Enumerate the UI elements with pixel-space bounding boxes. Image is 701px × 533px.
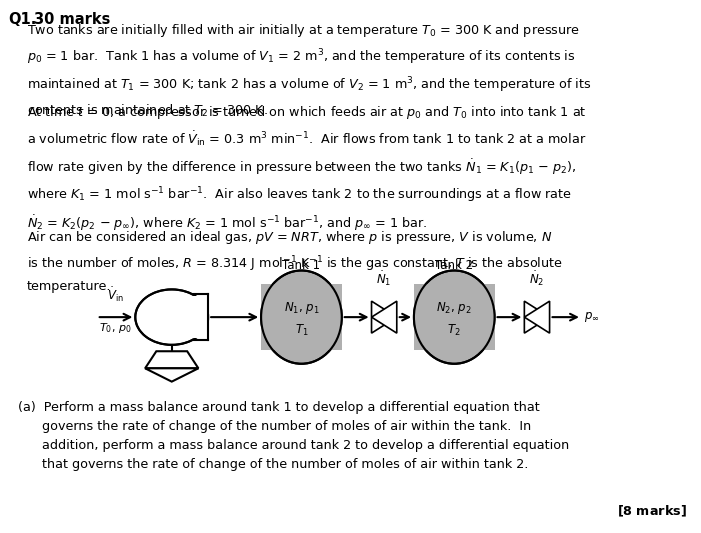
Polygon shape: [145, 368, 198, 382]
Text: Tank 1: Tank 1: [283, 259, 320, 272]
Polygon shape: [524, 301, 550, 333]
Text: 30 marks: 30 marks: [34, 12, 110, 27]
Text: $N_1$, $p_1$: $N_1$, $p_1$: [283, 300, 320, 316]
Polygon shape: [372, 301, 397, 333]
Text: $N_2$, $p_2$: $N_2$, $p_2$: [437, 300, 472, 316]
Text: $T_0$, $p_0$: $T_0$, $p_0$: [100, 321, 132, 335]
Text: At time $t$ = 0, a compressor is turned on which feeds air at $p_0$ and $T_0$ in: At time $t$ = 0, a compressor is turned …: [27, 104, 586, 233]
FancyBboxPatch shape: [188, 296, 208, 338]
FancyBboxPatch shape: [414, 285, 495, 350]
Text: $\dot{N}_1$: $\dot{N}_1$: [376, 269, 392, 288]
Text: Tank 2: Tank 2: [435, 259, 473, 272]
Text: $T_1$: $T_1$: [294, 323, 308, 338]
Text: $T_2$: $T_2$: [447, 323, 461, 338]
Ellipse shape: [414, 270, 495, 364]
Text: $\mathbf{[8\ marks]}$: $\mathbf{[8\ marks]}$: [617, 504, 687, 519]
Circle shape: [135, 289, 208, 345]
Polygon shape: [372, 301, 397, 333]
Text: Two tanks are initially filled with air initially at a temperature $T_0$ = 300 K: Two tanks are initially filled with air …: [27, 22, 591, 118]
Text: (a)  Perform a mass balance around tank 1 to develop a differential equation tha: (a) Perform a mass balance around tank 1…: [18, 401, 569, 471]
Text: Q1.: Q1.: [8, 12, 36, 27]
Ellipse shape: [261, 270, 342, 364]
Text: $\dot{N}_2$: $\dot{N}_2$: [529, 269, 545, 288]
Polygon shape: [524, 301, 550, 333]
Polygon shape: [145, 351, 198, 368]
Text: $p_\infty$: $p_\infty$: [584, 310, 599, 324]
Text: $\dot{V}_{\rm in}$: $\dot{V}_{\rm in}$: [107, 285, 124, 304]
Text: Air can be considered an ideal gas, $pV$ = $NRT$, where $p$ is pressure, $V$ is : Air can be considered an ideal gas, $pV$…: [27, 229, 562, 293]
FancyBboxPatch shape: [261, 285, 342, 350]
